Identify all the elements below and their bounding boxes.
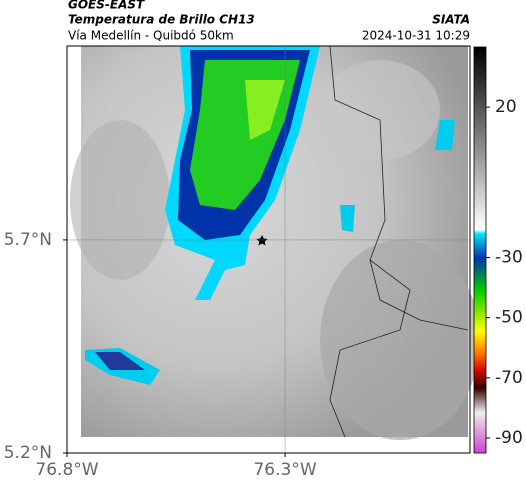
subtitle: Temperatura de Brillo CH13 xyxy=(68,13,255,27)
colorbar xyxy=(473,46,487,454)
source: SIATA xyxy=(432,13,470,27)
map-frame xyxy=(66,45,471,454)
title: GOES-EAST xyxy=(68,0,145,12)
x-tick-label: 76.3°W xyxy=(253,460,316,480)
axes: 76.8°W 76.3°W 5.2°N 5.7°N 20 -30 -50 -70 -90 xyxy=(4,46,523,480)
colorbar-tick-label: -30 xyxy=(495,248,523,268)
y-tick-label: 5.2°N xyxy=(4,443,52,463)
location: Vía Medellín - Quibdó 50km xyxy=(68,29,234,43)
datetime: 2024-10-31 10:29 xyxy=(362,29,470,43)
x-tick-label: 76.8°W xyxy=(35,460,98,480)
y-tick-label: 5.7°N xyxy=(4,230,52,250)
colorbar-tick-label: 20 xyxy=(495,97,517,117)
colorbar-tick-label: -70 xyxy=(495,368,523,388)
colorbar-tick-label: -90 xyxy=(495,428,523,448)
map-image xyxy=(70,45,480,440)
colorbar-tick-label: -50 xyxy=(495,308,523,328)
